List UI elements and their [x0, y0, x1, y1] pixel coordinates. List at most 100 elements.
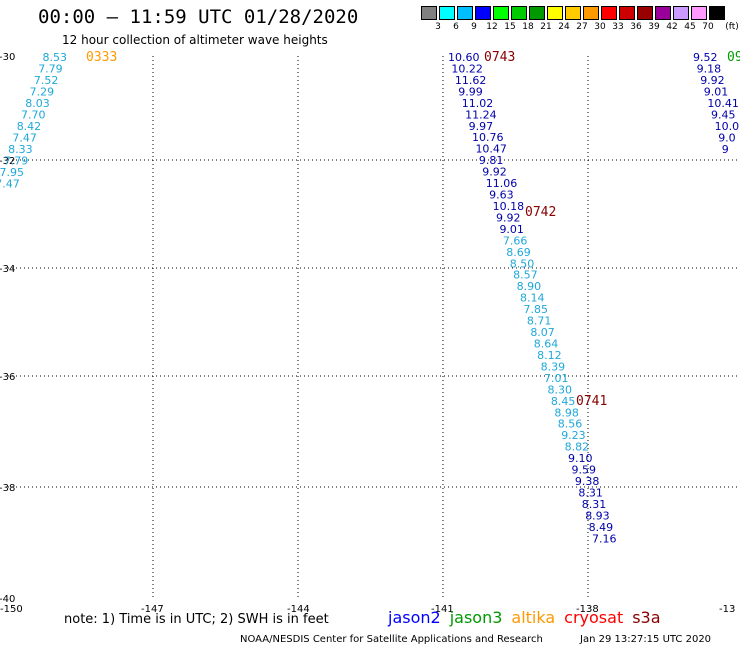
pass-time-label: 09 [727, 50, 740, 65]
satellite-legend: jason2 jason3 altika cryosat s3a [388, 608, 670, 627]
scale-label: 45 [684, 22, 696, 32]
scale-label: 6 [453, 22, 459, 32]
wave-value: 9.92 [482, 166, 507, 179]
generated-timestamp: Jan 29 13:27:15 UTC 2020 [580, 634, 712, 645]
lon-label: -147 [141, 604, 164, 615]
wave-value: 10.0 [715, 120, 740, 133]
scale-swatch [421, 6, 437, 20]
satellite-jason3: jason3 [449, 608, 503, 627]
wave-value: 10.47 [475, 143, 507, 156]
wave-value: 9.92 [700, 74, 725, 87]
credit-line: NOAA/NESDIS Center for Satellite Applica… [240, 634, 543, 645]
pass-time-label: 0742 [525, 205, 556, 220]
wave-value: 7.95 [0, 166, 24, 179]
lon-label: -150 [0, 604, 23, 615]
scale-label: 15 [504, 22, 516, 32]
wave-value: 10.76 [472, 131, 504, 144]
lon-label: -138 [576, 604, 599, 615]
wave-value: 9.81 [479, 154, 504, 167]
scale-label: 27 [576, 22, 588, 32]
wave-value: 8.90 [517, 280, 542, 293]
wave-value: 8.64 [534, 338, 559, 351]
wave-value: 8.42 [17, 120, 42, 133]
satellite-cryosat: cryosat [564, 608, 624, 627]
wave-value: 9.10 [568, 452, 593, 465]
wave-value: 8.31 [578, 486, 603, 499]
wave-value: 8.69 [506, 246, 531, 259]
wave-value: 7.29 [30, 86, 55, 99]
wave-value: 8.14 [520, 292, 545, 305]
scale-swatch [637, 6, 653, 20]
scale-swatch [475, 6, 491, 20]
wave-value: 8.50 [510, 257, 535, 270]
scale-label: 39 [648, 22, 660, 32]
wave-value: 11.02 [462, 97, 494, 110]
wave-value: 7.47 [12, 132, 37, 145]
wave-value: 9.23 [561, 429, 586, 442]
wave-value: 8.31 [582, 498, 607, 511]
scale-swatch [691, 6, 707, 20]
scale-label: 9 [471, 22, 477, 32]
wave-value: 8.98 [554, 406, 579, 419]
scale-swatch [709, 6, 725, 20]
lat-label: -30 [0, 52, 15, 63]
lat-label: -32 [0, 156, 15, 167]
pass-time-label: 0333 [86, 50, 117, 65]
scale-label: 18 [522, 22, 534, 32]
wave-value: 8.93 [585, 509, 610, 522]
wave-value: 8.45 [551, 395, 576, 408]
scale-swatch [547, 6, 563, 20]
scale-label: 21 [540, 22, 552, 32]
wave-value: 9.01 [704, 86, 729, 99]
wave-value: 8.49 [589, 521, 614, 534]
scale-swatch [655, 6, 671, 20]
map-title: 00:00 – 11:59 UTC 01/28/2020 [38, 6, 359, 28]
scale-swatch [601, 6, 617, 20]
wave-value: 8.39 [541, 360, 566, 373]
wave-value: 11.06 [486, 177, 517, 190]
wave-value: 9.63 [489, 189, 514, 202]
wave-value: 10.18 [493, 200, 524, 213]
wave-value: 8.30 [547, 383, 572, 396]
wave-value: 10.60 [448, 51, 480, 64]
wave-value: 9.97 [469, 120, 494, 133]
scale-swatch [511, 6, 527, 20]
wave-value: 8.33 [8, 143, 33, 156]
wave-value: 7.79 [38, 63, 63, 76]
scale-label: 33 [612, 22, 624, 32]
wave-value: 7.16 [592, 532, 617, 545]
scale-swatch [565, 6, 581, 20]
lon-label: -141 [431, 604, 454, 615]
wave-value: 8.12 [537, 349, 562, 362]
wave-value: 9 [722, 143, 729, 156]
footer-note: note: 1) Time is in UTC; 2) SWH is in fe… [64, 612, 329, 627]
wave-value: 9.01 [499, 223, 524, 236]
scale-label: 3 [435, 22, 441, 32]
wave-value: 10.22 [451, 62, 483, 75]
scale-label: 42 [666, 22, 678, 32]
wave-value: 8.03 [25, 97, 50, 110]
map-subtitle: 12 hour collection of altimeter wave hei… [62, 33, 328, 47]
scale-swatch [583, 6, 599, 20]
wave-value: 7.70 [21, 109, 46, 122]
wave-value: 7.66 [503, 234, 528, 247]
scale-swatch [673, 6, 689, 20]
scale-label: 12 [486, 22, 498, 32]
scale-unit: (ft) [725, 22, 739, 32]
scale-label: 36 [630, 22, 642, 32]
satellite-s3a: s3a [632, 608, 661, 627]
wave-value: 7.47 [0, 178, 20, 191]
scale-swatch [439, 6, 455, 20]
wave-value: 8.71 [527, 315, 552, 328]
scale-label: 70 [702, 22, 714, 32]
scale-swatch [529, 6, 545, 20]
wave-value: 11.24 [465, 108, 497, 121]
wave-value: 9.18 [697, 63, 722, 76]
wave-value: 8.53 [43, 51, 68, 64]
wave-value: 9.38 [575, 475, 600, 488]
wave-value: 7.79 [4, 155, 29, 168]
pass-time-label: 0743 [484, 50, 515, 65]
lon-label: -13 [719, 604, 735, 615]
wave-value: 8.56 [558, 418, 583, 431]
